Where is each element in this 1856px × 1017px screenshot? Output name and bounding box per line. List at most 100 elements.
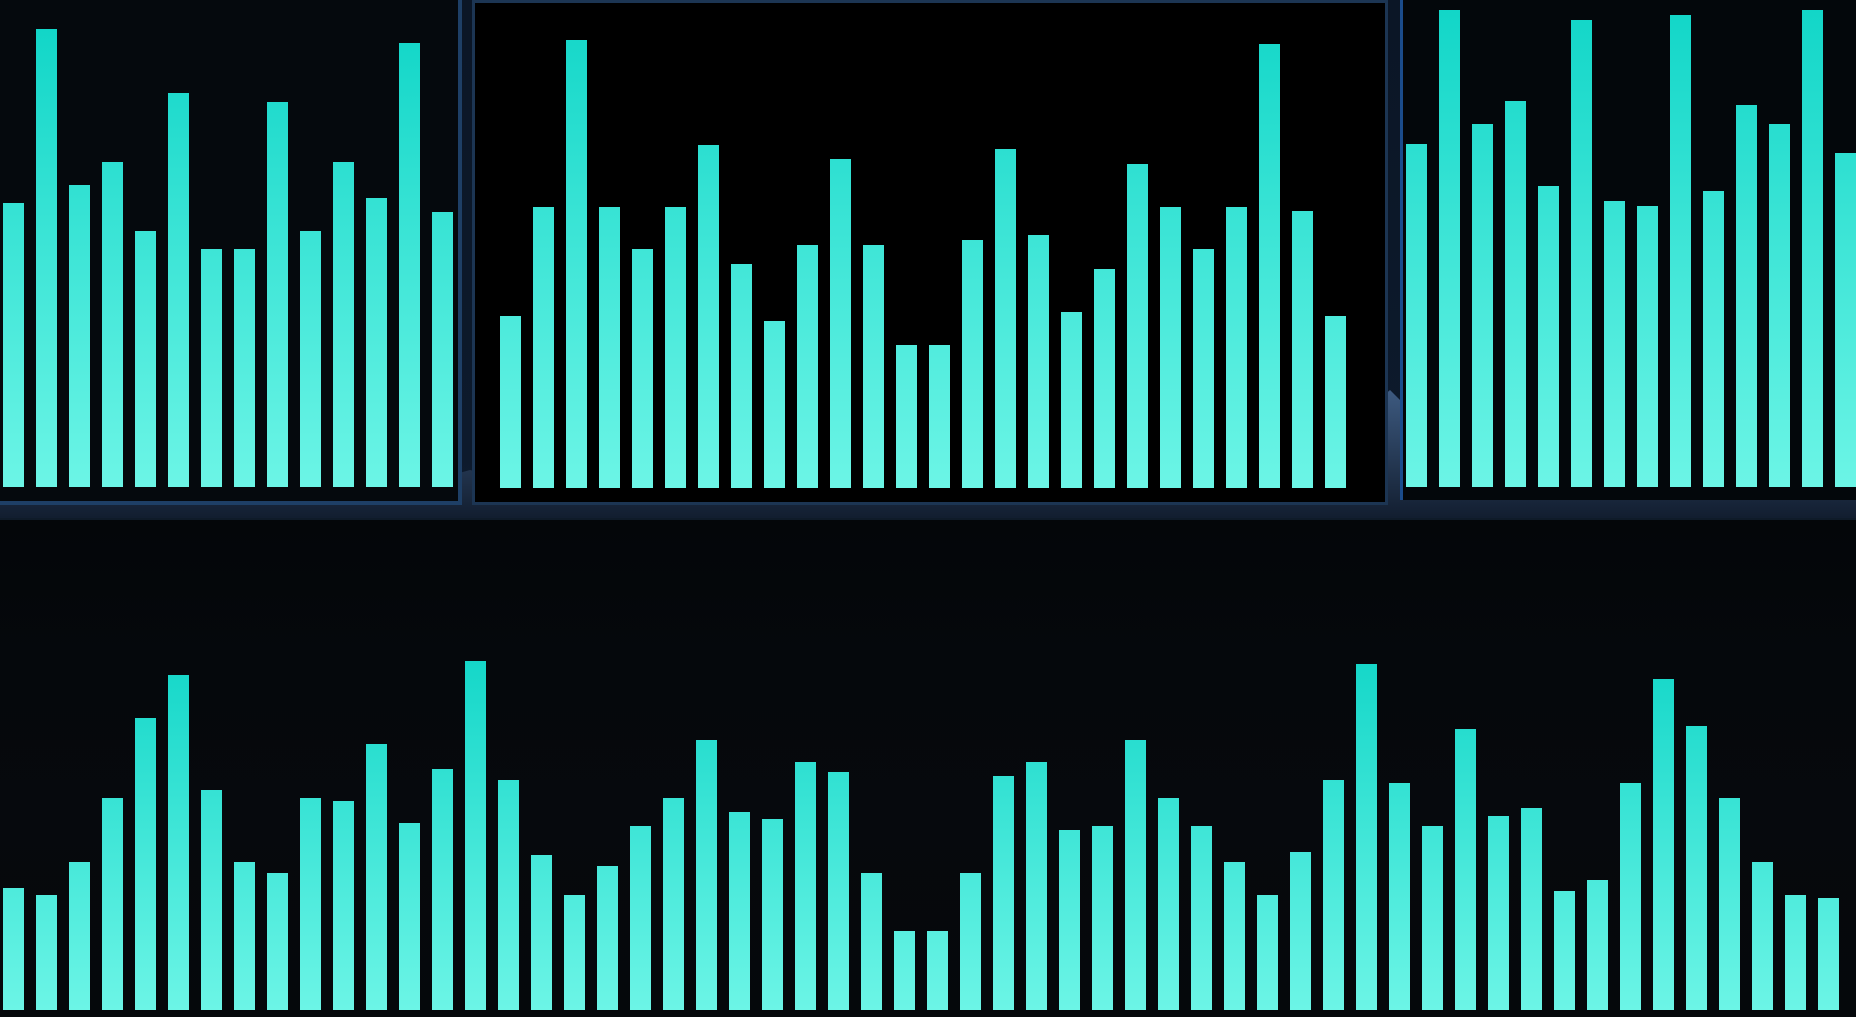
visualizer-window-top-left[interactable]: [0, 0, 462, 505]
visualizer-bar: [1059, 830, 1080, 1010]
visualizer-bar: [896, 345, 917, 488]
visualizer-bar: [168, 675, 189, 1010]
visualizer-bar: [1587, 880, 1608, 1010]
visualizer-bar: [731, 264, 752, 488]
visualizer-window-top-right[interactable]: [1400, 0, 1856, 500]
visualizer-bar: [828, 772, 849, 1010]
visualizer-bar: [1061, 312, 1082, 488]
visualizer-bar: [1785, 895, 1806, 1010]
visualizer-bar: [234, 862, 255, 1010]
visualizer-bar: [1125, 740, 1146, 1010]
visualizer-bar: [630, 826, 651, 1010]
visualizer-bar: [531, 855, 552, 1010]
visualizer-bar: [696, 740, 717, 1010]
visualizer-bar: [665, 207, 686, 488]
visualizer-bar: [1439, 10, 1460, 487]
visualizer-bar: [762, 819, 783, 1010]
visualizer-bar: [102, 162, 123, 487]
visualizer-window-top-center[interactable]: [472, 0, 1388, 505]
visualizer-bar: [1472, 124, 1493, 487]
visualizer-bar: [1292, 211, 1313, 488]
visualizer-bar: [1191, 826, 1212, 1010]
visualizer-bar: [1752, 862, 1773, 1010]
visualizer-bar: [432, 212, 453, 487]
visualizer-bar: [300, 231, 321, 487]
visualizer-bar: [962, 240, 983, 488]
bar-visualizer: [1406, 10, 1856, 487]
visualizer-bar: [1670, 15, 1691, 487]
visualizer-bar: [632, 249, 653, 488]
visualizer-bar: [465, 661, 486, 1010]
visualizer-bar: [1224, 862, 1245, 1010]
visualizer-bar: [500, 316, 521, 488]
visualizer-bar: [1323, 780, 1344, 1010]
visualizer-bar: [498, 780, 519, 1010]
visualizer-bar: [3, 888, 24, 1010]
visualizer-bar: [135, 718, 156, 1010]
wallpaper-mountains: [0, 390, 1856, 530]
visualizer-bar: [333, 162, 354, 487]
visualizer-bar: [1158, 798, 1179, 1010]
bar-visualizer: [3, 661, 1839, 1010]
visualizer-bar: [1422, 826, 1443, 1010]
visualizer-bar: [1736, 105, 1757, 487]
visualizer-bar: [764, 321, 785, 488]
visualizer-bar: [1653, 679, 1674, 1010]
visualizer-bar: [1538, 186, 1559, 487]
visualizer-bar: [861, 873, 882, 1010]
visualizer-bar: [1769, 124, 1790, 487]
visualizer-bar: [663, 798, 684, 1010]
visualizer-bar: [698, 145, 719, 488]
visualizer-window-bottom[interactable]: [0, 518, 1856, 1017]
bar-visualizer: [500, 40, 1346, 488]
visualizer-bar: [399, 823, 420, 1010]
bar-visualizer: [3, 29, 453, 487]
visualizer-bar: [1554, 891, 1575, 1010]
visualizer-bar: [135, 231, 156, 487]
visualizer-bar: [729, 812, 750, 1010]
visualizer-bar: [1521, 808, 1542, 1010]
visualizer-bar: [830, 159, 851, 488]
visualizer-bar: [995, 149, 1016, 488]
visualizer-bar: [1226, 207, 1247, 488]
visualizer-bar: [1389, 783, 1410, 1010]
visualizer-bar: [894, 931, 915, 1010]
visualizer-bar: [993, 776, 1014, 1010]
visualizer-bar: [1127, 164, 1148, 488]
visualizer-bar: [69, 862, 90, 1010]
visualizer-bar: [1703, 191, 1724, 487]
visualizer-bar: [797, 245, 818, 488]
visualizer-bar: [1455, 729, 1476, 1010]
visualizer-bar: [929, 345, 950, 488]
visualizer-bar: [564, 895, 585, 1010]
visualizer-bar: [366, 198, 387, 487]
visualizer-bar: [1637, 206, 1658, 487]
visualizer-bar: [1356, 664, 1377, 1010]
visualizer-bar: [1094, 269, 1115, 488]
visualizer-bar: [201, 249, 222, 487]
visualizer-bar: [599, 207, 620, 488]
visualizer-bar: [234, 249, 255, 487]
visualizer-bar: [1505, 101, 1526, 487]
visualizer-bar: [36, 895, 57, 1010]
visualizer-bar: [333, 801, 354, 1010]
visualizer-bar: [795, 762, 816, 1010]
visualizer-bar: [201, 790, 222, 1010]
visualizer-bar: [1325, 316, 1346, 488]
visualizer-bar: [1259, 44, 1280, 488]
visualizer-bar: [1604, 201, 1625, 487]
visualizer-bar: [927, 931, 948, 1010]
visualizer-bar: [1193, 249, 1214, 488]
visualizer-bar: [1290, 852, 1311, 1010]
visualizer-bar: [300, 798, 321, 1010]
visualizer-bar: [1571, 20, 1592, 487]
visualizer-bar: [1026, 762, 1047, 1010]
visualizer-bar: [1092, 826, 1113, 1010]
visualizer-bar: [366, 744, 387, 1010]
visualizer-bar: [1028, 235, 1049, 488]
visualizer-bar: [1257, 895, 1278, 1010]
visualizer-bar: [533, 207, 554, 488]
visualizer-bar: [960, 873, 981, 1010]
visualizer-bar: [1620, 783, 1641, 1010]
visualizer-bar: [1818, 898, 1839, 1010]
